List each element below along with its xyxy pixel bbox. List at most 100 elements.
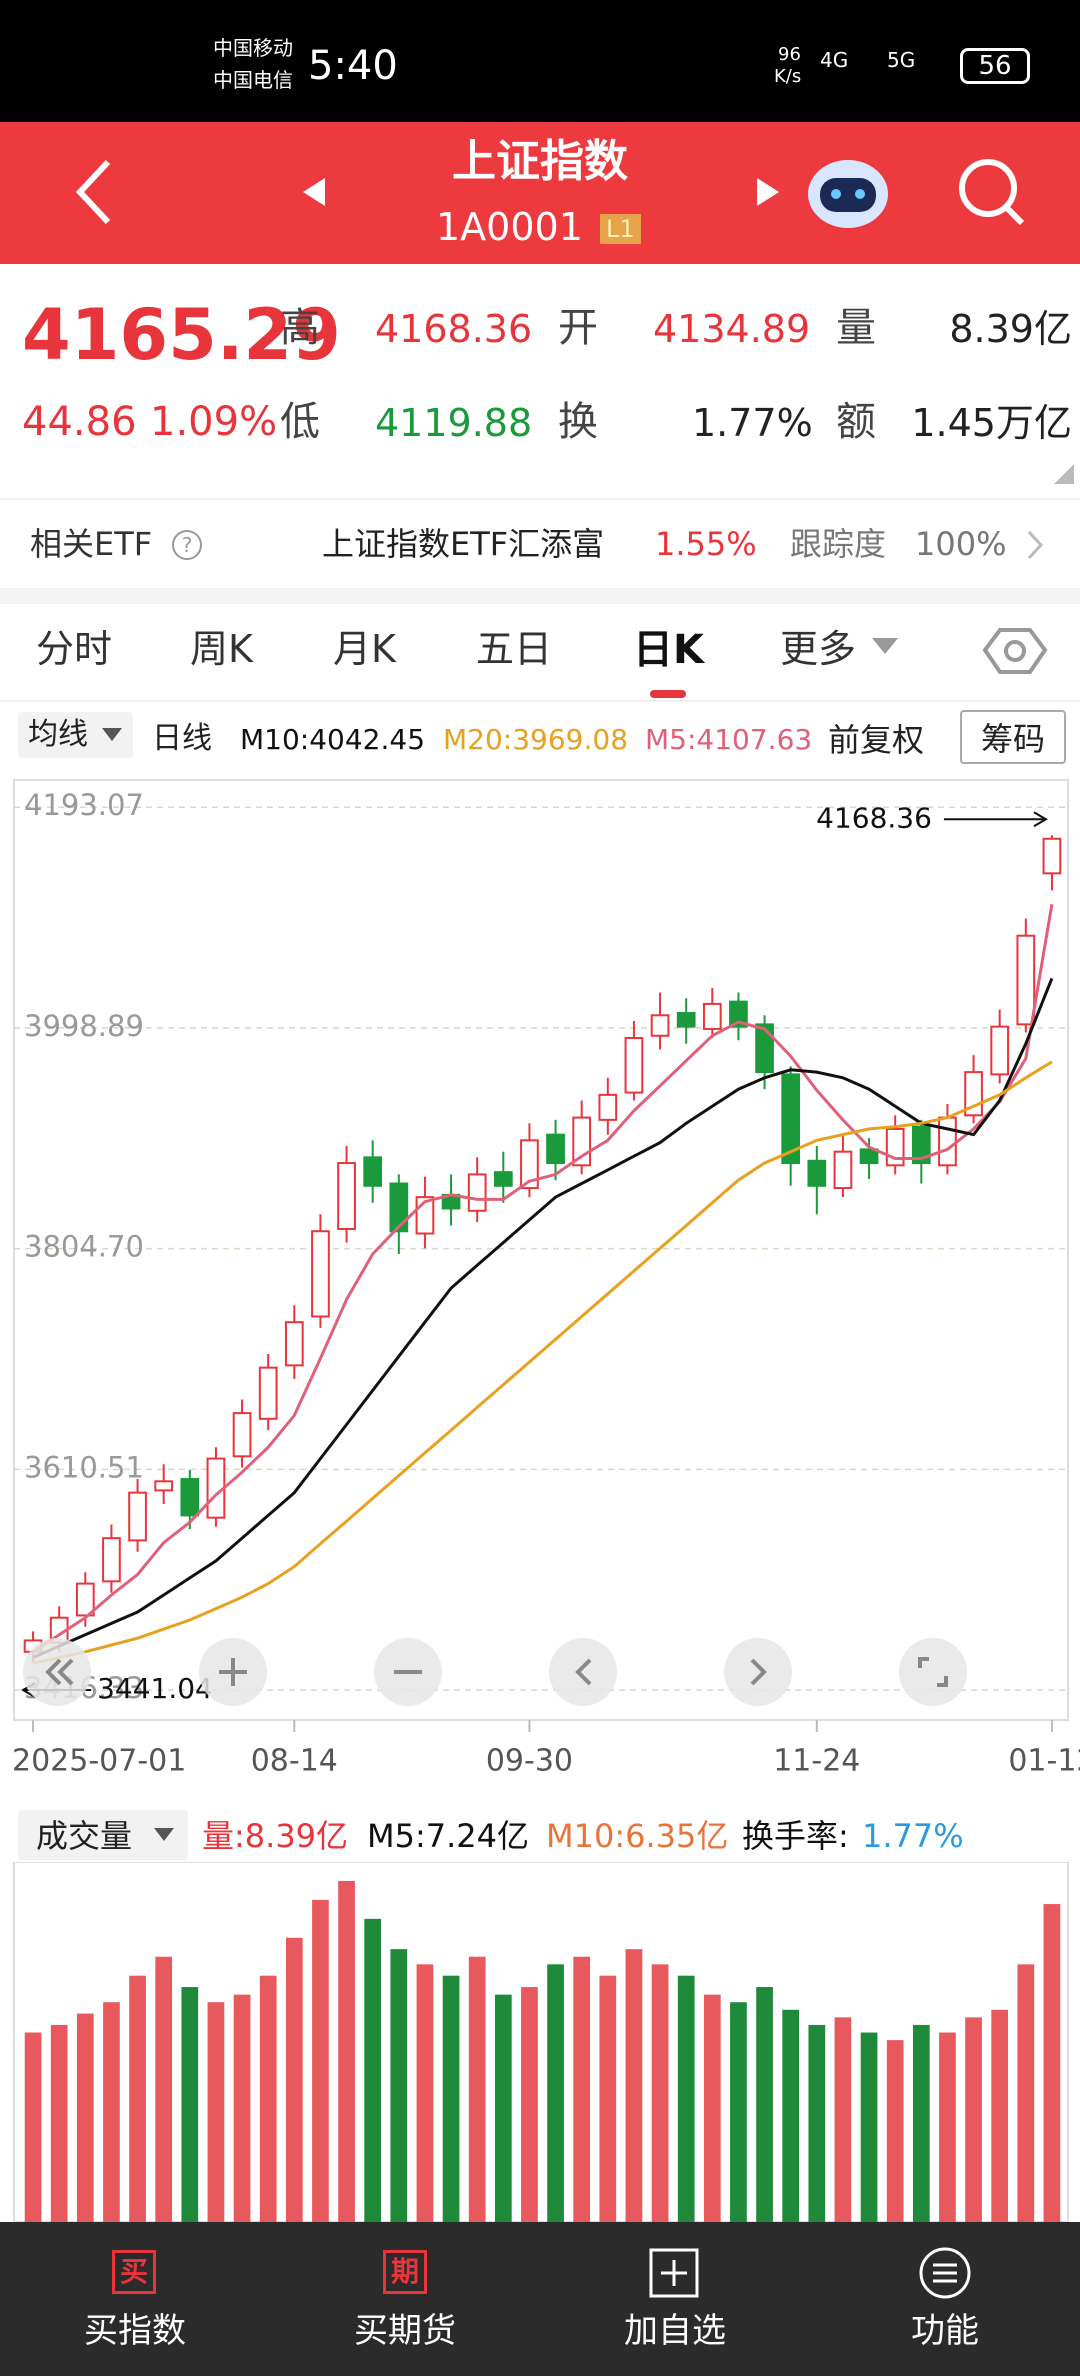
nav-label[interactable]: 功能 (911, 2311, 979, 2351)
label: 低 (280, 399, 320, 445)
net-speed: 96 (778, 44, 801, 65)
search-button[interactable] (959, 159, 1025, 226)
volume-bar (50, 2024, 68, 2222)
level-badge: L1 (600, 214, 641, 244)
open: 4134.89 (653, 307, 811, 351)
help-icon[interactable]: ? (172, 530, 202, 560)
period: 日线 (152, 721, 212, 756)
high-marker: 4168.36 (816, 801, 932, 834)
volume-bar (1043, 1904, 1061, 2222)
volume-bar (599, 1975, 617, 2222)
volume-bar (494, 1994, 512, 2222)
volume-bar (103, 2002, 120, 2222)
assistant-robot[interactable] (808, 160, 888, 228)
candle-body (676, 1012, 696, 1028)
watchlist-icon[interactable] (649, 2248, 699, 2298)
ma-line (32, 1060, 1053, 1665)
tab[interactable]: 分时 (36, 627, 113, 671)
volume-bar (991, 2009, 1009, 2222)
candle-body (572, 1116, 592, 1167)
label: 高 (280, 305, 320, 351)
volume-bar (181, 1987, 199, 2222)
candle-body (258, 1366, 278, 1420)
next-index[interactable] (757, 178, 779, 206)
menu-icon[interactable] (919, 2247, 971, 2299)
carrier: 中国电信 (213, 68, 293, 92)
tab-active[interactable]: 日K (633, 627, 704, 673)
index-code: 1A0001 (436, 205, 583, 249)
ma-button[interactable]: 均线 (28, 717, 88, 752)
dropdown-arrow (154, 1828, 174, 1841)
volume-button[interactable]: 成交量 (36, 1817, 133, 1855)
nav-label[interactable]: 买指数 (84, 2311, 186, 2351)
candle-body (284, 1321, 304, 1367)
candle-body (1016, 934, 1036, 1026)
net-speed-unit: K/s (774, 66, 802, 87)
adjust[interactable]: 前复权 (828, 721, 925, 759)
ma10-legend: M10:4042.45 (240, 723, 426, 756)
x-tick-label: 08-14 (251, 1744, 338, 1779)
label: 换 (558, 399, 598, 445)
volume-bar (259, 1975, 277, 2222)
status-bar: 中国移动 中国电信 5:40 96 K/s 4G 5G 56 (0, 0, 1080, 122)
nav-label[interactable]: 买期货 (354, 2311, 456, 2351)
tracking-label: 跟踪度 (790, 525, 887, 563)
etf-pct: 1.55% (655, 525, 757, 563)
nav-icons (649, 2247, 971, 2299)
x-tick-label: 11-24 (773, 1744, 860, 1779)
candle-body (598, 1093, 618, 1121)
ma5-legend: M5:4107.63 (645, 723, 813, 756)
bottom-nav: 买 期 买指数 买期货 加自选 功能 (0, 2222, 1080, 2376)
tab[interactable]: 五日 (476, 627, 553, 671)
volume-bar (547, 1964, 564, 2222)
tab[interactable]: 周K (190, 627, 253, 671)
candle-body (755, 1023, 774, 1074)
candle-body (624, 1037, 644, 1094)
back-button[interactable] (549, 1638, 617, 1706)
etf-label: 相关ETF (30, 525, 153, 563)
candle-body (232, 1412, 252, 1458)
settings-button[interactable] (982, 628, 1048, 674)
candle-body (337, 1162, 356, 1230)
volume-ma5: M5:7.24亿 (367, 1817, 530, 1855)
tab[interactable]: 更多 (780, 627, 857, 671)
fullscreen-button[interactable] (899, 1638, 967, 1706)
volume-bar (834, 2017, 852, 2222)
volume-ma10: M10:6.35亿 (546, 1817, 729, 1855)
kline-chart: 4193.073998.893804.703610.513416.332025-… (12, 779, 1080, 1779)
prev-index[interactable] (303, 178, 325, 206)
nav-label[interactable]: 加自选 (624, 2311, 726, 2351)
back-button[interactable] (75, 159, 111, 225)
tab-underline (650, 690, 686, 698)
last-price: 4165.29 (22, 294, 341, 376)
forward-button[interactable] (724, 1638, 792, 1706)
y-tick-label: 3998.89 (24, 1009, 144, 1043)
clock: 5:40 (308, 43, 398, 89)
volume-bar (651, 1964, 669, 2222)
nav-icon[interactable]: 期 (383, 2250, 427, 2294)
shrink-button[interactable] (23, 1638, 91, 1706)
candle-body (311, 1230, 330, 1318)
change: 44.86 (22, 399, 137, 445)
volume-bar (677, 1975, 695, 2222)
control-buttons (23, 1638, 967, 1706)
nav-icon[interactable]: 买 (112, 2250, 156, 2294)
volume-bar (364, 1918, 382, 2222)
candle-body (938, 1116, 957, 1167)
high: 4168.36 (375, 307, 533, 351)
y-tick-label: 3804.70 (24, 1230, 144, 1264)
x-tick-label: 2025-07-01 (12, 1744, 186, 1779)
label: 量 (836, 305, 876, 351)
expand-corner[interactable] (1054, 464, 1074, 484)
x-tick-label: 09-30 (486, 1744, 573, 1779)
separator (0, 588, 1080, 604)
tab[interactable]: 月K (333, 627, 396, 671)
y-tick-label: 4193.07 (24, 788, 144, 822)
candle-body (467, 1173, 487, 1212)
candle-body (75, 1582, 95, 1617)
candle-body (363, 1156, 383, 1187)
chips-button[interactable]: 筹码 (960, 710, 1066, 764)
volume-bar (24, 2032, 42, 2222)
candle-body (180, 1478, 200, 1517)
volume-bar (129, 1975, 146, 2222)
